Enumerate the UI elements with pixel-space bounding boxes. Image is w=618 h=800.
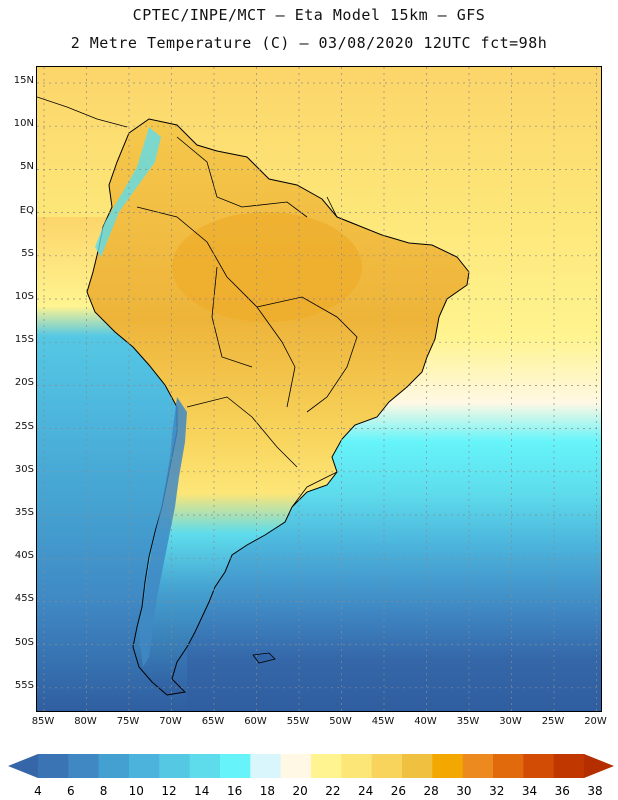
colorbar-box	[220, 754, 251, 778]
lat-label-15n: 15N	[13, 75, 34, 86]
lat-label-10s: 10S	[14, 291, 34, 302]
lon-label-60w: 60W	[244, 716, 267, 727]
colorbar-tick-label: 20	[292, 784, 307, 798]
lon-label-25w: 25W	[541, 716, 565, 727]
colorbar-box	[493, 754, 524, 778]
colorbar-box	[189, 754, 221, 778]
colorbar-tick-label: 34	[522, 784, 537, 798]
lon-label-65w: 65W	[201, 716, 225, 727]
colorbar-under-triangle	[8, 754, 38, 778]
lon-label-50w: 50W	[329, 716, 352, 727]
colorbar-tick-label: 38	[587, 784, 602, 798]
colorbar-box	[68, 754, 100, 778]
lon-label-35w: 35W	[456, 716, 480, 727]
colorbar-tick-label: 16	[227, 784, 242, 798]
lon-label-20w: 20W	[584, 716, 607, 727]
colorbar-tick-label: 32	[489, 784, 504, 798]
colorbar-over-triangle	[584, 754, 614, 778]
andes-cold-ridge	[139, 397, 187, 667]
colorbar-box	[553, 754, 585, 778]
colorbar-tick-label: 12	[161, 784, 176, 798]
colorbar-box	[250, 754, 282, 778]
caribbean-coast	[37, 96, 128, 128]
country-borders	[136, 136, 358, 508]
colorbar-box	[129, 754, 160, 778]
lon-label-55w: 55W	[286, 716, 310, 727]
colorbar-tick-label: 6	[67, 784, 75, 798]
colorbar-tick-label: 24	[358, 784, 373, 798]
colorbar-labels: 4 6 8 10 12 14 16 18 20 22 24 26 28 30 32 34 36 38	[34, 784, 602, 798]
colorbar-box	[402, 754, 433, 778]
graticule	[37, 67, 601, 711]
map-subtitle: 2 Metre Temperature (C) — 03/08/2020 12U…	[70, 34, 548, 52]
colorbar-box	[432, 754, 464, 778]
lat-label-5s: 5S	[21, 247, 34, 259]
colorbar-box	[462, 754, 494, 778]
colorbar-tick-label: 10	[129, 784, 144, 798]
colorbar-box	[341, 754, 373, 778]
northern-andes-cool-strip	[95, 127, 161, 257]
lat-label-50s: 50S	[14, 636, 34, 648]
lon-label-45w: 45W	[371, 716, 395, 727]
lon-label-30w: 30W	[499, 716, 522, 727]
colorbar-box	[371, 754, 403, 778]
amazon-hot-core	[172, 212, 362, 322]
colorbar-tick-label: 4	[34, 784, 42, 798]
lon-label-75w: 75W	[116, 716, 140, 727]
lat-label-25s: 25S	[14, 420, 34, 432]
colorbar-tick-label: 18	[260, 784, 275, 798]
colorbar-box	[98, 754, 130, 778]
lat-label-45s: 45S	[14, 593, 34, 605]
colorbar-box	[523, 754, 555, 778]
lon-label-80w: 80W	[74, 716, 97, 727]
colorbar-box	[311, 754, 342, 778]
colorbar-tick-label: 28	[424, 784, 439, 798]
colorbar-tick-label: 8	[100, 784, 108, 798]
lat-label-55s: 55S	[14, 679, 34, 691]
lat-label-20s: 20S	[14, 377, 34, 389]
lat-label-30s: 30S	[14, 463, 34, 475]
colorbar-tick-label: 36	[555, 784, 570, 798]
lon-label-85w: 85W	[31, 716, 55, 727]
colorbar-tick-label: 14	[194, 784, 209, 798]
lat-label-40s: 40S	[14, 550, 34, 562]
temperature-colorbar: 4 6 8 10 12 14 16 18 20 22 24 26 28 30 32 34 36 38	[8, 754, 614, 798]
lat-label-10n: 10N	[13, 118, 34, 130]
colorbar-box	[159, 754, 191, 778]
lat-label-5n: 5N	[20, 161, 34, 173]
lat-label-35s: 35S	[14, 507, 34, 518]
colorbar-boxes	[38, 754, 585, 778]
colorbar-box	[280, 754, 312, 778]
falkland-islands	[252, 652, 276, 664]
map-title: CPTEC/INPE/MCT — Eta Model 15km — GFS	[132, 6, 486, 24]
colorbar-tick-label: 22	[325, 784, 340, 798]
colorbar-tick-label: 30	[456, 784, 471, 798]
colorbar-box	[38, 754, 69, 778]
temperature-map	[37, 67, 601, 711]
colorbar-tick-label: 26	[391, 784, 406, 798]
lat-label-eq: EQ	[19, 204, 34, 216]
lon-label-70w: 70W	[159, 716, 182, 727]
lat-label-15s: 15S	[14, 334, 34, 346]
map-panel	[36, 66, 602, 712]
lon-label-40w: 40W	[414, 716, 437, 727]
